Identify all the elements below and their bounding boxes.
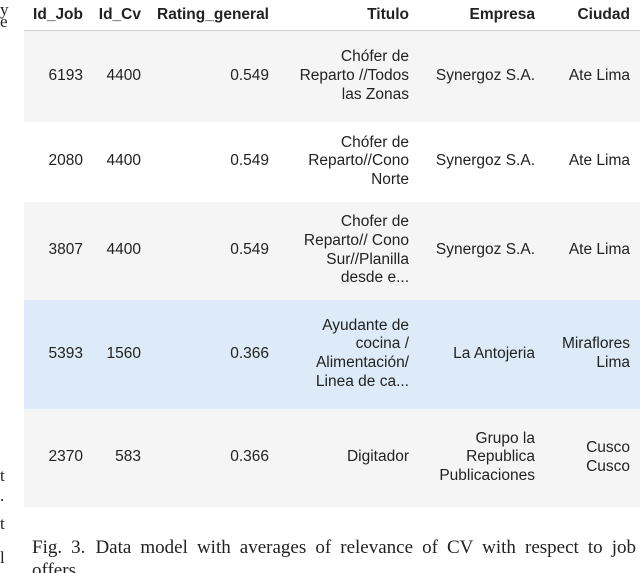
cell-ciudad: Miraflores Lima (545, 299, 640, 409)
figure-caption-text: Data model with averages of relevance of… (32, 537, 636, 573)
cell-rating-general: 0.366 (151, 408, 279, 507)
cell-empresa: Grupo la Republica Publicaciones (419, 408, 545, 507)
cell-empresa-line: Synergoz S.A. (435, 152, 535, 170)
table-row: 2080 4400 0.549 Chófer de Reparto//Cono Norte… (24, 121, 640, 202)
margin-fragment: t (0, 514, 5, 533)
results-table: Id_Job Id_Cv Rating_general Titulo Empre… (24, 0, 640, 507)
cell-titulo-line: Reparto //Todos (299, 66, 409, 84)
table-row: 6193 4400 0.549 Chófer de Reparto //Todos las… (24, 30, 640, 122)
margin-fragment: t (0, 466, 5, 485)
cell-id-cv: 583 (93, 408, 151, 507)
cell-id-cv: 1560 (93, 299, 151, 409)
margin-fragment: e (0, 12, 8, 31)
cell-empresa-line: La Antojeria (453, 344, 535, 362)
margin-fragment: y (0, 0, 9, 19)
cell-rating-general: 0.366 (151, 299, 279, 409)
cell-titulo-line: Chófer de (340, 48, 409, 66)
margin-fragment: l (0, 548, 5, 567)
cell-rating-general: 0.549 (151, 121, 279, 202)
figure-label: Fig. 3. (32, 537, 86, 558)
cell-titulo-line: Linea de ca... (315, 372, 409, 390)
cell-empresa: Synergoz S.A. (419, 121, 545, 202)
cell-titulo: Chofer de Reparto// Cono Sur//Planilla desd… (279, 201, 419, 300)
cell-ciudad: Cusco Cusco (545, 408, 640, 507)
cell-titulo-line: Norte (371, 170, 409, 188)
cell-id-cv: 4400 (93, 121, 151, 202)
cell-empresa-line: Grupo la (475, 429, 535, 447)
cell-titulo-line: Reparto//Cono (308, 152, 409, 170)
cell-titulo: Digitador (279, 408, 419, 507)
cell-empresa: Synergoz S.A. (419, 201, 545, 300)
table-row: 3807 4400 0.549 Chofer de Reparto// Cono Sur/… (24, 201, 640, 300)
cell-id-job: 6193 (24, 30, 93, 122)
cell-titulo-line: Chofer de (340, 213, 409, 231)
cell-titulo-line: Ayudante de (322, 316, 409, 334)
cell-rating-general: 0.549 (151, 30, 279, 122)
column-header-rating-general: Rating_general (151, 0, 279, 31)
cell-titulo-line: Sur//Planilla (326, 250, 409, 268)
cell-id-cv: 4400 (93, 201, 151, 300)
cell-titulo-line: Reparto// Cono (303, 231, 409, 249)
cell-ciudad-line: Ate Lima (568, 66, 630, 84)
cell-id-job: 2080 (24, 121, 93, 202)
cell-titulo-line: cocina / (355, 335, 409, 353)
cell-titulo: Ayudante de cocina / Alimentación/Linea de… (279, 299, 419, 409)
figure-caption: Fig. 3. Data model with averages of relev… (32, 536, 636, 573)
cell-ciudad: Ate Lima (545, 121, 640, 202)
cell-ciudad-line: Cusco (586, 457, 630, 475)
cell-ciudad-line: Ate Lima (568, 241, 630, 259)
cell-id-job: 3807 (24, 201, 93, 300)
cell-empresa: La Antojeria (419, 299, 545, 409)
margin-fragment: . (0, 486, 5, 505)
column-header-empresa: Empresa (419, 0, 545, 31)
cell-empresa-line: Synergoz S.A. (435, 241, 535, 259)
cell-empresa-line: Publicaciones (439, 466, 535, 484)
cell-ciudad-line: Cusco (586, 438, 630, 456)
cell-titulo-line: desde e... (340, 269, 409, 287)
cell-titulo-line: Digitador (346, 448, 409, 466)
column-header-ciudad: Ciudad (545, 0, 640, 31)
cell-empresa-line: Synergoz S.A. (435, 66, 535, 84)
cell-titulo: Chófer de Reparto//Cono Norte (279, 121, 419, 202)
column-header-id-cv: Id_Cv (93, 0, 151, 31)
cell-id-cv: 4400 (93, 30, 151, 122)
table-row: 2370 583 0.366 Digitador Grupo la Republica Pu… (24, 408, 640, 507)
cell-ciudad-line: Lima (596, 354, 630, 371)
cell-titulo-line: Alimentación/ (315, 354, 409, 371)
cell-ciudad: Ate Lima (545, 201, 640, 300)
cell-titulo: Chófer de Reparto //Todos las Zonas (279, 30, 419, 122)
cell-titulo-line: las Zonas (341, 85, 409, 103)
cell-ciudad-line: Miraflores (561, 335, 630, 353)
cell-ciudad: Ate Lima (545, 30, 640, 122)
column-header-titulo: Titulo (279, 0, 419, 31)
cell-id-job: 2370 (24, 408, 93, 507)
header-row: Id_Job Id_Cv Rating_general Titulo Empre… (24, 0, 640, 31)
table-body: 6193 4400 0.549 Chófer de Reparto //Todos las… (24, 30, 640, 507)
cell-titulo-line: Chófer de (340, 133, 409, 151)
cell-id-job: 5393 (24, 299, 93, 409)
cell-empresa: Synergoz S.A. (419, 30, 545, 122)
cell-ciudad-line: Ate Lima (568, 152, 630, 170)
cell-rating-general: 0.549 (151, 201, 279, 300)
column-header-id-job: Id_Job (24, 0, 93, 31)
table-row: 5393 1560 0.366 Ayudante de cocina / Alimenta… (24, 299, 640, 409)
cell-empresa-line: Republica (466, 448, 535, 466)
